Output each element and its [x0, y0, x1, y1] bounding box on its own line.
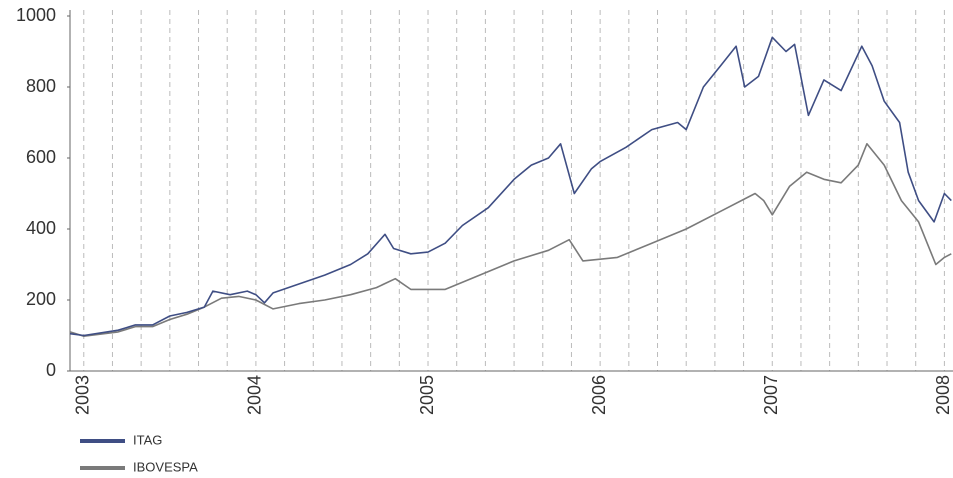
legend-label: IBOVESPA: [133, 459, 198, 474]
x-tick-label: 2006: [589, 375, 609, 415]
y-tick-label: 200: [26, 289, 56, 309]
y-tick-label: 0: [46, 360, 56, 380]
x-tick-label: 2003: [73, 375, 93, 415]
y-tick-label: 600: [26, 147, 56, 167]
legend-label: ITAG: [133, 432, 162, 447]
x-tick-label: 2005: [417, 375, 437, 415]
y-tick-label: 400: [26, 218, 56, 238]
x-tick-label: 2004: [245, 375, 265, 415]
series-line: [69, 36, 952, 337]
x-tick-label: 2007: [761, 375, 781, 415]
y-tick-label: 1000: [16, 5, 56, 25]
x-tick-label: 2008: [933, 375, 953, 415]
y-tick-label: 800: [26, 76, 56, 96]
